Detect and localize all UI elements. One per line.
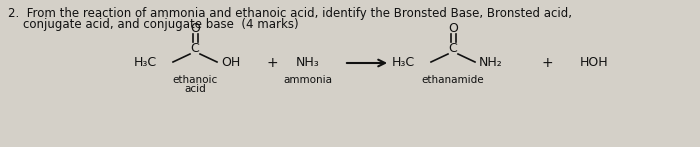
Text: HOH: HOH xyxy=(580,56,608,70)
Text: acid: acid xyxy=(184,84,206,94)
Text: ethanoic: ethanoic xyxy=(172,75,218,85)
Text: C: C xyxy=(190,42,199,56)
Text: 2.  From the reaction of ammonia and ethanoic acid, identify the Bronsted Base, : 2. From the reaction of ammonia and etha… xyxy=(8,7,572,20)
Text: H₃C: H₃C xyxy=(392,56,415,70)
Text: O: O xyxy=(190,22,200,35)
Text: ammonia: ammonia xyxy=(284,75,332,85)
Text: +: + xyxy=(541,56,553,70)
Text: conjugate acid, and conjugate base  (4 marks): conjugate acid, and conjugate base (4 ma… xyxy=(8,18,299,31)
Text: OH: OH xyxy=(221,56,240,70)
Text: NH₂: NH₂ xyxy=(479,56,503,70)
Text: O: O xyxy=(448,22,458,35)
Text: C: C xyxy=(449,42,457,56)
Text: NH₃: NH₃ xyxy=(296,56,320,70)
Text: H₃C: H₃C xyxy=(134,56,157,70)
Text: ethanamide: ethanamide xyxy=(421,75,484,85)
Text: +: + xyxy=(266,56,278,70)
